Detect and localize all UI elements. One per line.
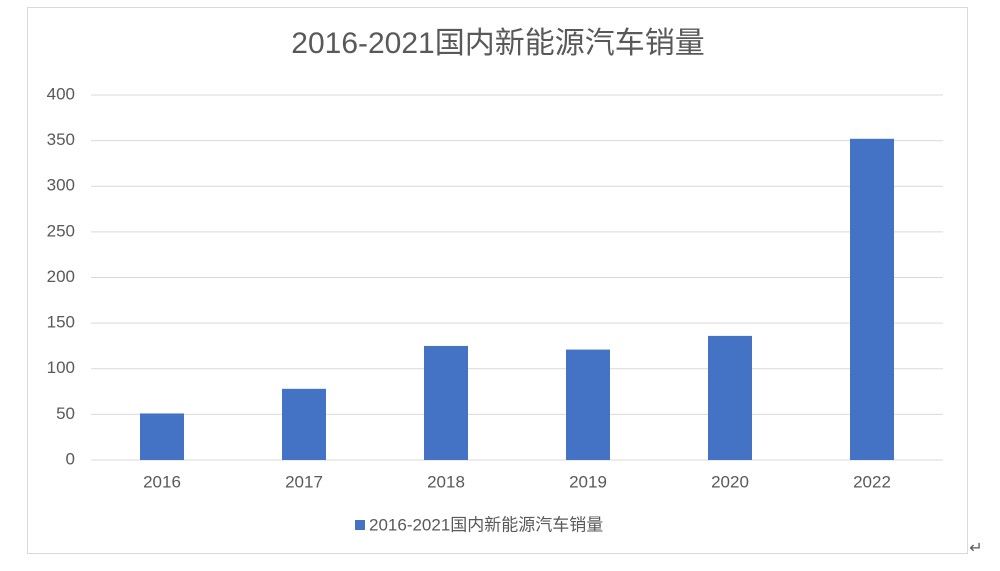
bar: [282, 388, 326, 460]
x-tick-label: 2020: [711, 472, 749, 491]
y-tick-label: 0: [66, 449, 75, 468]
paragraph-mark: ↵: [969, 540, 982, 557]
bar: [140, 413, 184, 460]
x-tick-label: 2017: [285, 472, 323, 491]
x-tick-label: 2016: [143, 472, 181, 491]
y-tick-label: 250: [47, 221, 75, 240]
chart-title: 2016-2021国内新能源汽车销量: [291, 27, 704, 60]
bar: [850, 138, 894, 461]
y-tick-label: 400: [47, 84, 75, 103]
y-tick-label: 350: [47, 130, 75, 149]
x-tick-label: 2019: [569, 472, 607, 491]
y-tick-label: 50: [56, 404, 75, 423]
y-tick-label: 150: [47, 313, 75, 332]
y-tick-label: 200: [47, 267, 75, 286]
y-tick-label: 300: [47, 176, 75, 195]
bar: [566, 349, 610, 460]
chart-border: [27, 7, 968, 554]
legend-swatch: [355, 520, 365, 530]
x-tick-label: 2018: [427, 472, 465, 491]
bar: [424, 345, 468, 460]
legend-label: 2016-2021国内新能源汽车销量: [369, 515, 603, 534]
y-tick-label: 100: [47, 358, 75, 377]
bar: [708, 335, 752, 460]
x-tick-label: 2022: [853, 472, 891, 491]
